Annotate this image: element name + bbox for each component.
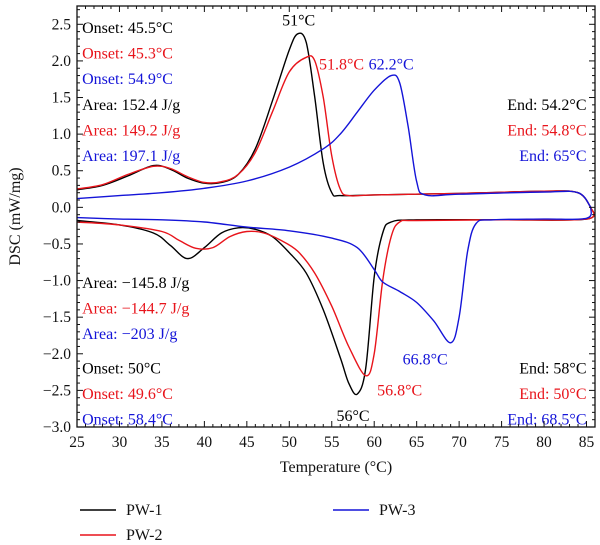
y-tick-label: −2.5 [43, 382, 71, 399]
legend-label-pw-1: PW-1 [126, 502, 162, 519]
annotation-label: 51°C [282, 13, 315, 30]
x-tick-label: 50 [282, 434, 298, 451]
x-tick-label: 65 [409, 434, 425, 451]
series-pw-2-heating-line [76, 55, 592, 208]
annotation-label: End: 50°C [519, 386, 586, 403]
x-tick-label: 55 [324, 434, 340, 451]
series-pw-3-heating-line [76, 74, 592, 208]
x-tick-label: 35 [154, 434, 170, 451]
axis-ticks: 25 30 35 40 45 50 55 60 65 70 75 80 85 2.5 2.0 1.5 1.0 0.… [43, 6, 595, 451]
x-tick-label: 40 [197, 434, 213, 451]
y-tick-label: −2.0 [43, 346, 71, 363]
series-pw-1-cooling-line [76, 207, 595, 396]
annotation-label: End: 54.8°C [507, 122, 586, 139]
annotation-label: Area: −145.8 J/g [82, 275, 189, 292]
annotations: Onset: 45.5°C Onset: 45.3°C Onset: 54.9°C A… [82, 13, 586, 429]
annotation-label: Onset: 45.3°C [82, 46, 173, 63]
y-tick-label: −0.5 [43, 236, 71, 253]
legend-label-pw-2: PW-2 [126, 527, 162, 544]
legend-label-pw-3: PW-3 [379, 502, 415, 519]
x-axis-title: Temperature (°C) [280, 459, 392, 476]
annotation-label: Area: 152.4 J/g [82, 97, 180, 114]
x-tick-label: 45 [239, 434, 255, 451]
annotation-label: Onset: 45.5°C [82, 20, 173, 37]
annotation-label: Onset: 50°C [82, 360, 161, 377]
y-tick-label: 2.5 [52, 16, 72, 33]
x-tick-label: 70 [451, 434, 467, 451]
y-tick-label: −1.5 [43, 309, 71, 326]
y-tick-label: 2.0 [52, 53, 72, 70]
x-tick-label: 75 [494, 434, 510, 451]
y-tick-label: 0.0 [52, 199, 72, 216]
annotation-label: Area: 149.2 J/g [82, 122, 180, 139]
y-tick-label: −3.0 [43, 419, 71, 436]
plot-curves [76, 32, 595, 396]
annotation-label: 66.8°C [403, 352, 448, 369]
y-tick-label: 0.5 [52, 163, 72, 180]
y-tick-label: 1.0 [52, 126, 72, 143]
annotation-label: End: 54.2°C [507, 97, 586, 114]
annotation-label: 56.8°C [377, 382, 422, 399]
annotation-label: Onset: 54.9°C [82, 71, 173, 88]
annotation-label: Onset: 49.6°C [82, 386, 173, 403]
x-tick-label: 60 [366, 434, 382, 451]
annotation-label: End: 58°C [519, 360, 586, 377]
annotation-label: Area: −203 J/g [82, 326, 177, 343]
y-tick-label: −1.0 [43, 273, 71, 290]
series-pw-3-cooling-line [76, 207, 592, 344]
annotation-label: 56°C [336, 408, 369, 425]
y-axis-title: DSC (mW/mg) [7, 167, 24, 265]
x-tick-label: 25 [69, 434, 85, 451]
y-tick-label: 1.5 [52, 90, 72, 107]
legend: PW-1 PW-2 PW-3 [80, 502, 415, 544]
annotation-label: Area: 197.1 J/g [82, 148, 180, 165]
annotation-label: Onset: 58.4°C [82, 412, 173, 429]
x-tick-label: 80 [536, 434, 552, 451]
x-tick-label: 30 [112, 434, 128, 451]
x-tick-label: 85 [579, 434, 595, 451]
annotation-label: Area: −144.7 J/g [82, 300, 189, 317]
annotation-label: 51.8°C [319, 57, 364, 74]
series-pw-2-cooling-line [76, 207, 595, 377]
annotation-label: 62.2°C [369, 57, 414, 74]
annotation-label: End: 68.5°C [507, 412, 586, 429]
annotation-label: End: 65°C [519, 148, 586, 165]
plot-frame [76, 5, 596, 428]
